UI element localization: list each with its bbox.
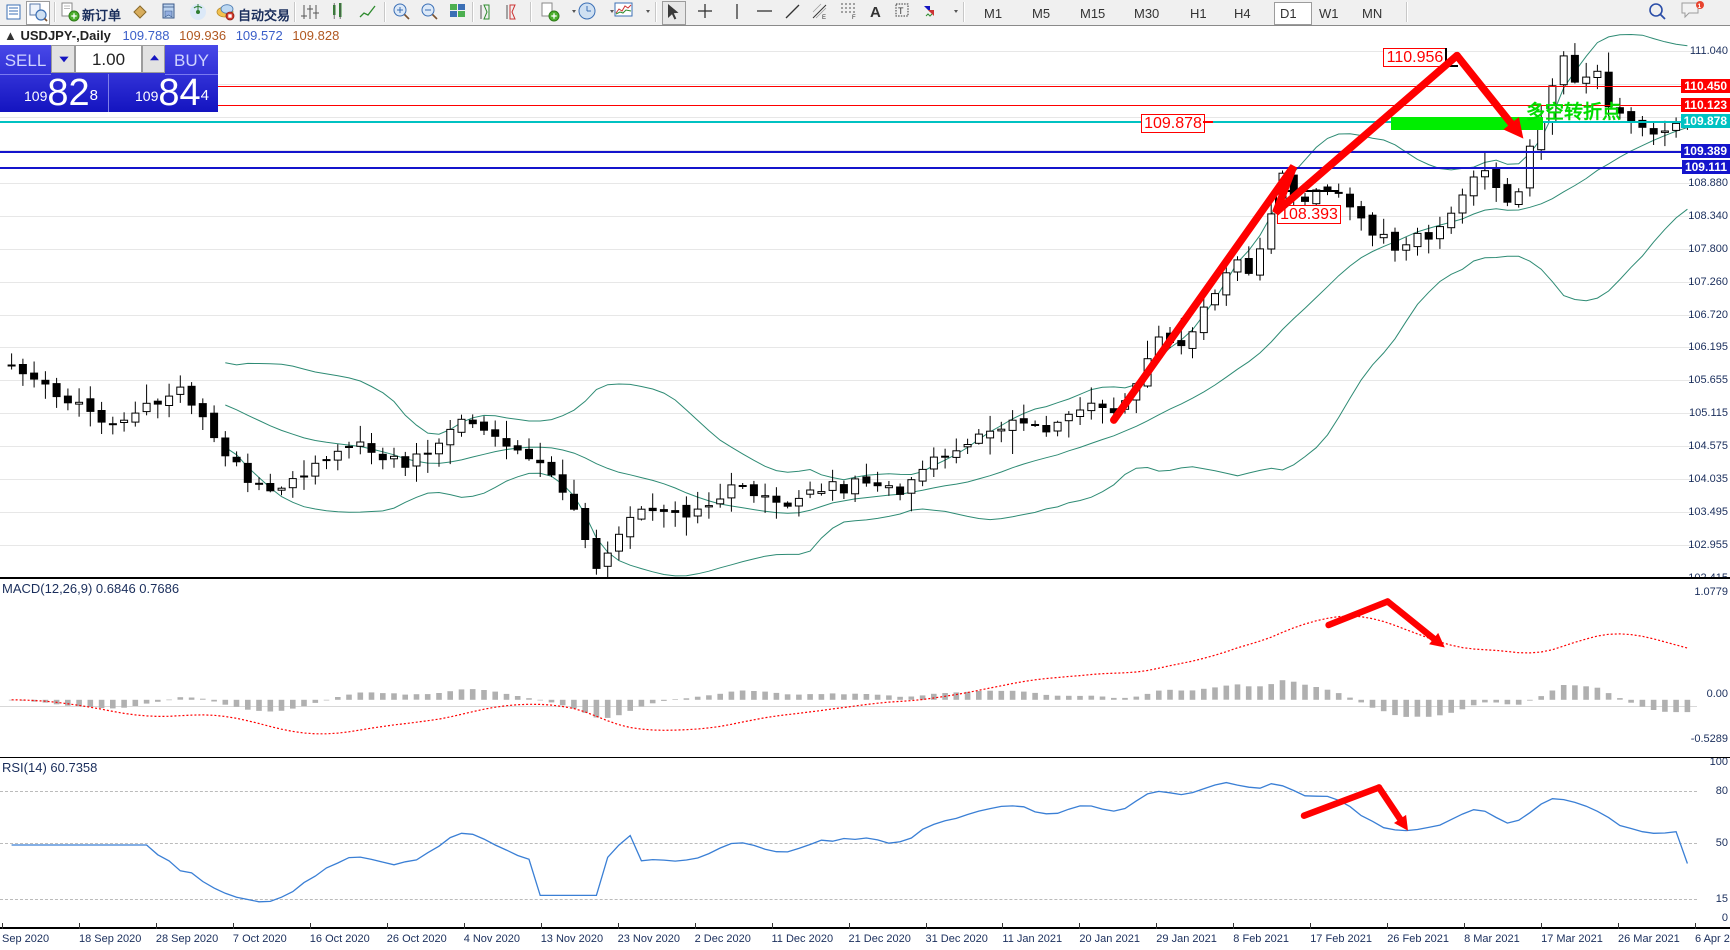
svg-text:A: A — [870, 4, 881, 21]
svg-text:E: E — [822, 15, 826, 21]
svg-text:T: T — [898, 6, 904, 16]
svg-text:1: 1 — [1698, 3, 1702, 10]
svg-text:F: F — [852, 15, 856, 21]
